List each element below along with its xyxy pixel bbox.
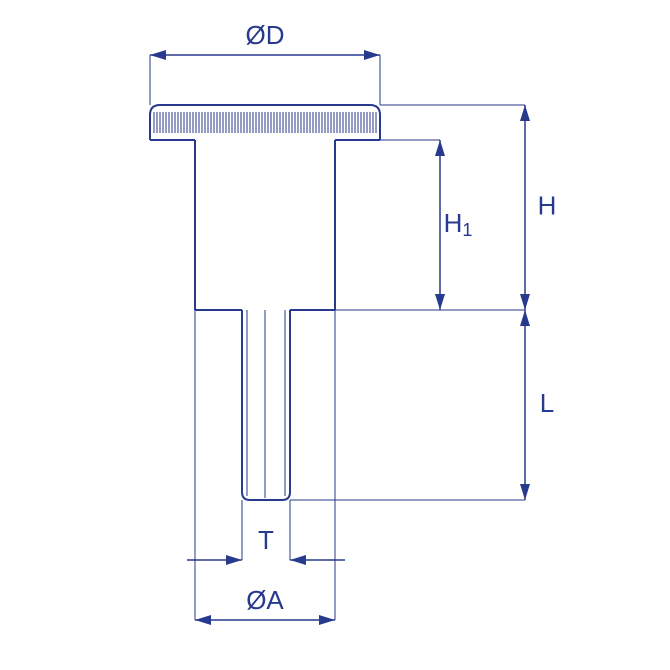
- dim-A-label: ØA: [246, 585, 284, 615]
- dim-H1-label: H1: [444, 208, 473, 240]
- dim-L-label: L: [540, 388, 554, 418]
- dim-T-label: T: [258, 525, 274, 555]
- dim-D-label: ØD: [246, 20, 285, 50]
- dim-H-label: H: [538, 190, 557, 220]
